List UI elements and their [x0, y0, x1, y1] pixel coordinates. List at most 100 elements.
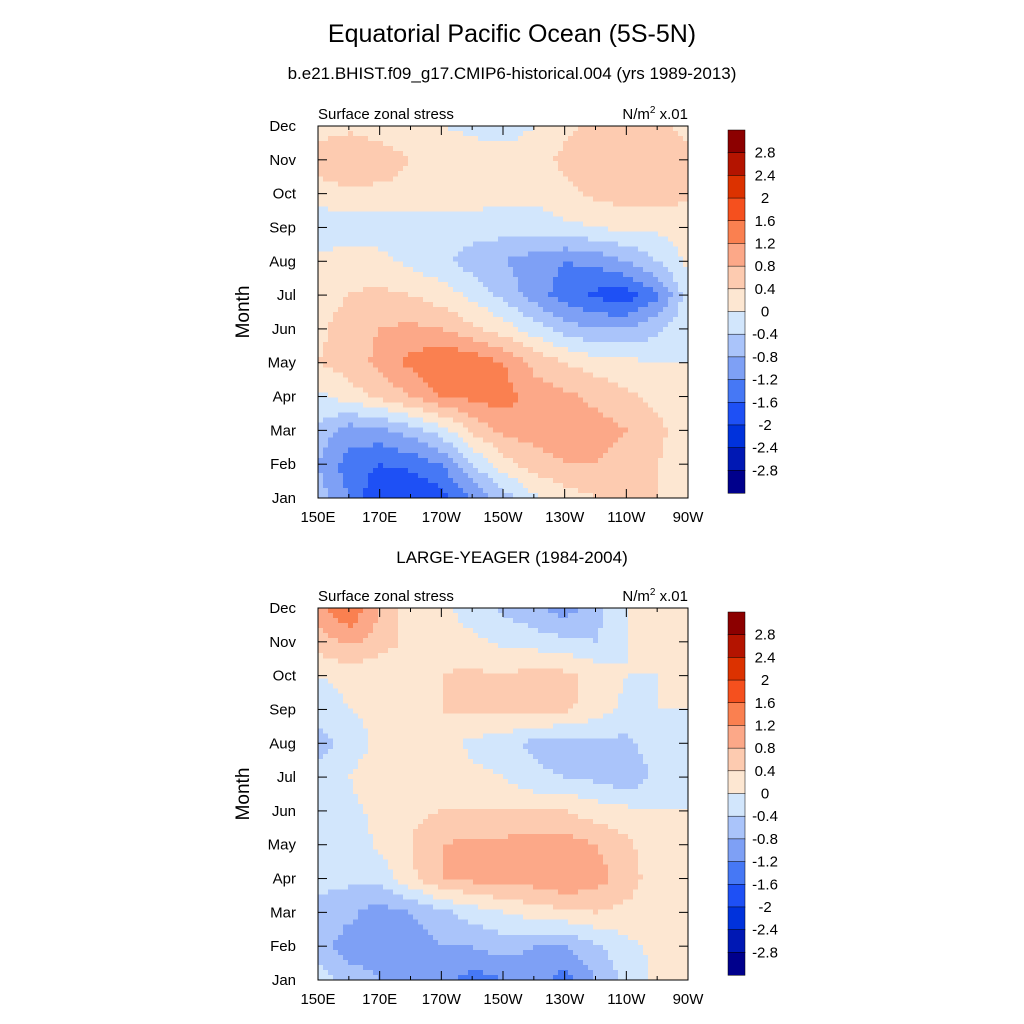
contour-cell — [373, 191, 379, 197]
contour-cell — [368, 211, 374, 218]
contour-cell — [363, 412, 369, 419]
contour-cell — [428, 347, 434, 353]
contour-cell — [613, 136, 619, 142]
contour-cell — [528, 151, 534, 157]
contour-cell — [428, 412, 434, 419]
contour-cell — [503, 337, 509, 343]
contour-cell — [353, 276, 359, 283]
contour-cell — [573, 241, 579, 248]
contour-cell — [518, 141, 524, 147]
contour-cell — [468, 377, 474, 383]
contour-cell — [523, 291, 529, 298]
contour-cell — [503, 306, 509, 313]
contour-cell — [653, 251, 659, 258]
contour-cell — [463, 357, 469, 363]
contour-cell — [448, 462, 454, 469]
contour-cell — [583, 126, 589, 132]
contour-cell — [488, 276, 494, 283]
contour-cell — [528, 296, 534, 303]
contour-cell — [328, 241, 334, 248]
contour-cell — [598, 352, 604, 358]
contour-cell — [533, 397, 539, 404]
contour-cell — [653, 367, 659, 373]
contour-cell — [563, 362, 569, 368]
contour-cell — [623, 337, 629, 343]
contour-cell — [418, 372, 424, 378]
contour-cell — [468, 422, 474, 429]
contour-cell — [353, 362, 359, 368]
contour-cell — [328, 221, 334, 228]
contour-cell — [563, 342, 569, 348]
contour-cell — [373, 332, 379, 338]
contour-cell — [663, 347, 669, 353]
contour-cell — [538, 251, 544, 258]
contour-cell — [558, 301, 564, 308]
contour-cell — [523, 171, 529, 177]
contour-cell — [503, 427, 509, 434]
contour-cell — [368, 392, 374, 399]
contour-cell — [478, 226, 484, 233]
contour-cell — [443, 377, 449, 383]
contour-cell — [503, 422, 509, 429]
contour-cell — [423, 201, 429, 208]
contour-cell — [448, 377, 454, 383]
contour-cell — [323, 437, 329, 444]
contour-cell — [398, 191, 404, 197]
contour-cell — [403, 347, 409, 353]
contour-cell — [483, 276, 489, 283]
contour-cell — [663, 226, 669, 233]
contour-cell — [403, 266, 409, 273]
contour-cell — [598, 437, 604, 444]
contour-cell — [378, 261, 384, 268]
contour-cell — [323, 201, 329, 208]
contour-cell — [568, 407, 574, 414]
contour-cell — [443, 357, 449, 363]
contour-cell — [483, 196, 489, 203]
contour-cell — [358, 317, 364, 323]
contour-cell — [453, 432, 459, 439]
contour-cell — [403, 342, 409, 348]
contour-cell — [423, 206, 429, 213]
contour-cell — [353, 241, 359, 248]
contour-cell — [683, 216, 689, 223]
contour-cell — [653, 291, 659, 298]
contour-cell — [428, 256, 434, 263]
contour-cell — [583, 216, 589, 223]
contour-cell — [533, 301, 539, 308]
contour-cell — [678, 347, 684, 353]
contour-cell — [568, 166, 574, 172]
contour-cell — [463, 342, 469, 348]
contour-cell — [623, 301, 629, 308]
contour-cell — [353, 327, 359, 333]
contour-cell — [328, 342, 334, 348]
contour-cell — [548, 352, 554, 358]
contour-cell — [318, 171, 324, 177]
contour-cell — [403, 241, 409, 248]
contour-cell — [368, 306, 374, 313]
contour-cell — [398, 186, 404, 192]
contour-cell — [528, 372, 534, 378]
contour-cell — [553, 206, 559, 213]
contour-cell — [368, 266, 374, 273]
contour-cell — [563, 136, 569, 142]
contour-cell — [653, 201, 659, 208]
contour-cell — [588, 442, 594, 449]
contour-cell — [343, 136, 349, 142]
contour-cell — [528, 362, 534, 368]
contour-cell — [543, 206, 549, 213]
contour-cell — [608, 276, 614, 283]
contour-cell — [508, 206, 514, 213]
contour-cell — [558, 236, 564, 243]
contour-cell — [643, 231, 649, 238]
contour-cell — [578, 402, 584, 409]
contour-cell — [658, 357, 664, 363]
contour-cell — [318, 146, 324, 152]
contour-cell — [498, 397, 504, 404]
contour-cell — [333, 457, 339, 464]
contour-cell — [583, 271, 589, 278]
contour-cell — [353, 407, 359, 414]
contour-cell — [483, 216, 489, 223]
contour-cell — [418, 402, 424, 409]
contour-cell — [418, 166, 424, 172]
contour-cell — [588, 317, 594, 323]
